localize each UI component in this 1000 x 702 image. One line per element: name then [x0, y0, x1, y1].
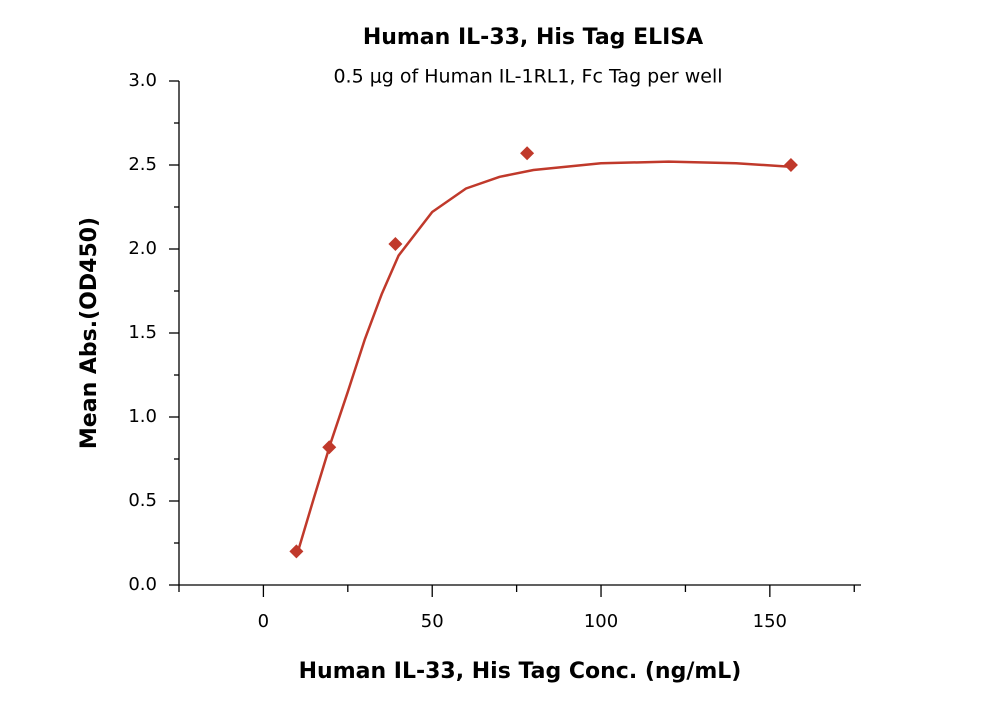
- y-axis-label: Mean Abs.(OD450): [77, 217, 102, 449]
- y-tick-label: 0.5: [128, 490, 157, 511]
- data-point: [783, 158, 798, 172]
- x-tick-label: 150: [753, 611, 787, 632]
- y-tick-label: 3.0: [128, 70, 157, 91]
- x-tick-label: 0: [258, 611, 269, 632]
- data-point: [520, 146, 535, 161]
- x-tick-label: 100: [584, 611, 618, 632]
- y-tick-label: 0.0: [128, 574, 157, 595]
- data-point: [322, 440, 337, 455]
- chart-subtitle: 0.5 μg of Human IL-1RL1, Fc Tag per well: [333, 66, 722, 88]
- y-tick-label: 1.0: [128, 406, 157, 427]
- y-tick-label: 1.5: [128, 322, 157, 343]
- chart-title: Human IL-33, His Tag ELISA: [363, 25, 703, 50]
- x-tick-label: 50: [421, 611, 444, 632]
- y-tick-label: 2.5: [128, 154, 157, 175]
- data-point: [388, 236, 403, 251]
- data-point: [289, 544, 304, 559]
- x-axis-label: Human IL-33, His Tag Conc. (ng/mL): [299, 659, 742, 684]
- y-tick-label: 2.0: [128, 238, 157, 259]
- fit-curve: [295, 160, 791, 557]
